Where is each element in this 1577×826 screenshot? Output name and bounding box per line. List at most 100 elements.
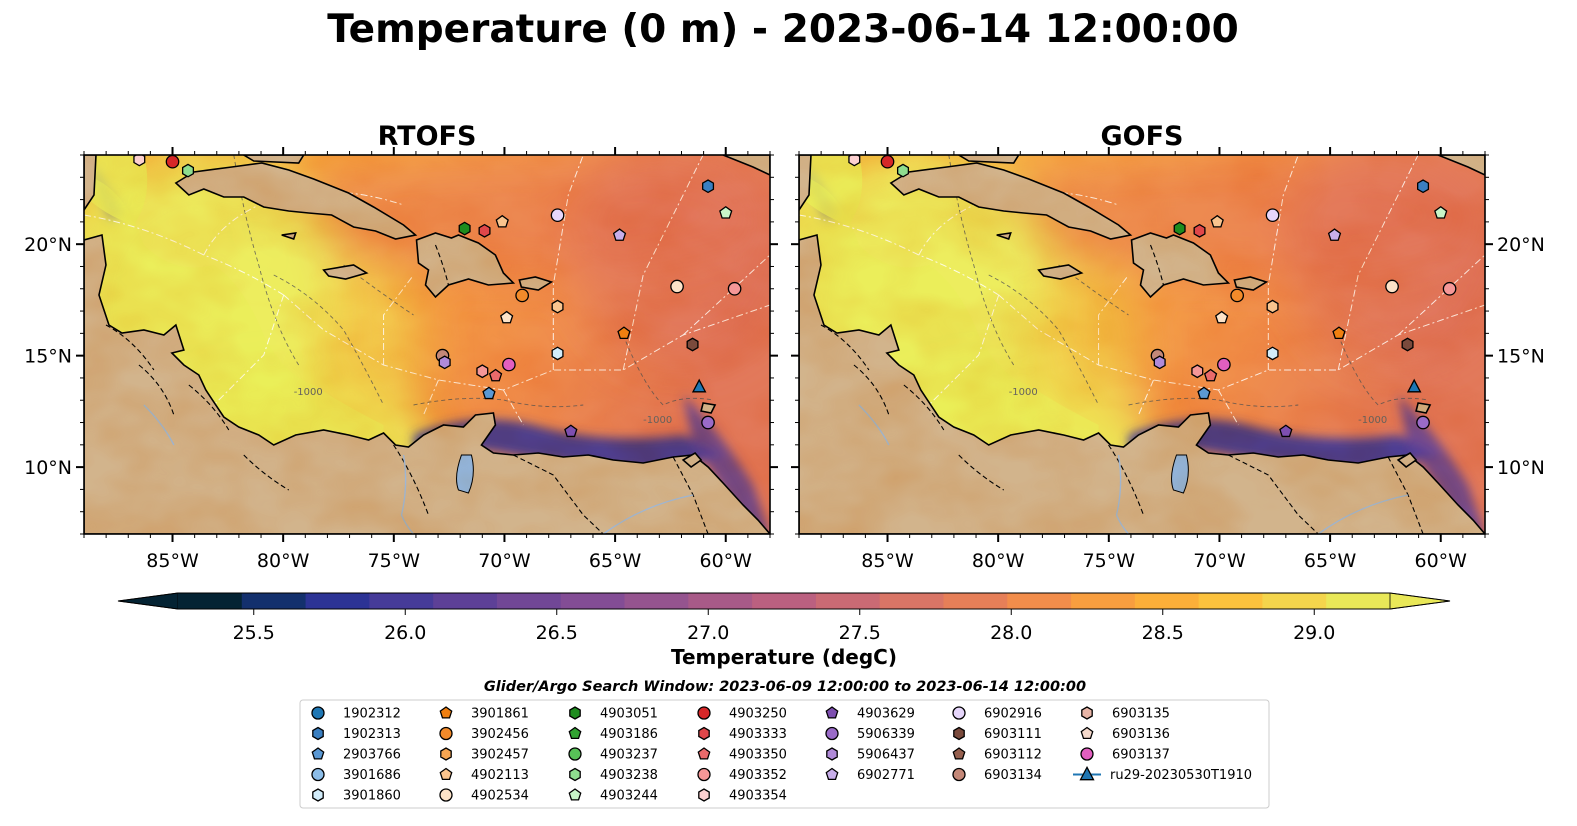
legend-item: 3901860 — [312, 788, 401, 804]
float-marker — [896, 163, 910, 178]
legend-label: 4903244 — [600, 789, 658, 804]
legend-item: 6902771 — [825, 767, 915, 783]
legend-label: 1902313 — [343, 727, 401, 742]
float-marker — [564, 424, 578, 438]
legend-marker — [697, 767, 711, 782]
float-marker — [551, 346, 564, 361]
legend: 1902312 1902313 2903766 3901686 3901860 39018… — [299, 699, 1270, 809]
lat-tick-label: 15°N — [1497, 346, 1545, 368]
legend-label: 4903238 — [600, 768, 658, 783]
map-panel-gofs: GOFS 85°W 80°W 75°W 70°W 65°W 60°W 10°N 15°N 20°N — [791, 121, 1545, 572]
float-marker — [1191, 364, 1204, 379]
lon-tick-label: 70°W — [1193, 550, 1246, 572]
map-frame — [798, 154, 1486, 535]
lon-tick-label: 85°W — [861, 550, 914, 572]
float-marker — [1265, 208, 1280, 223]
colorbar-tick-label: 28.0 — [990, 622, 1032, 644]
colorbar-bin — [1262, 593, 1327, 609]
colorbar-extend-low — [117, 592, 179, 610]
colorbar: 25.5 26.0 26.5 27.0 27.5 28.0 28.5 29.0 Temperat… — [117, 592, 1451, 669]
legend-label: 3901860 — [343, 789, 401, 804]
map-field — [799, 155, 1485, 534]
legend-item: 4903051 — [569, 706, 658, 722]
float-marker — [1434, 205, 1448, 219]
colorbar-bin — [433, 593, 498, 609]
float-marker — [612, 228, 627, 241]
lat-tick-label: 10°N — [24, 457, 72, 479]
float-marker — [181, 163, 195, 178]
float-marker — [1217, 357, 1231, 372]
legend-label: 2903766 — [343, 748, 401, 763]
legend-label: 6903135 — [1112, 707, 1170, 722]
map-panel-rtofs: RTOFS 85°W 80°W 75°W 70°W 65°W 60°W 10°N 15°N 20°… — [24, 121, 778, 572]
legend-marker — [952, 767, 966, 782]
lon-tick-label: 75°W — [368, 550, 421, 572]
legend-label: 4903350 — [729, 748, 787, 763]
figure-title: Temperature (0 m) - 2023-06-14 12:00:00 — [327, 7, 1239, 52]
colorbar-bin — [1198, 593, 1264, 609]
legend-item: 5906339 — [825, 726, 915, 742]
legend-marker — [697, 747, 711, 760]
legend-label: 3901686 — [343, 768, 401, 783]
float-marker — [515, 288, 530, 303]
legend-marker — [311, 767, 325, 782]
lat-tick-label: 10°N — [1497, 457, 1545, 479]
float-marker — [1230, 288, 1245, 303]
colorbar-bin — [496, 593, 562, 609]
float-marker — [133, 155, 146, 167]
lon-tick-label: 70°W — [478, 550, 531, 572]
legend-label: 4903250 — [729, 707, 787, 722]
panel-title: RTOFS — [378, 121, 477, 152]
legend-item: 6903136 — [1080, 726, 1170, 742]
colorbar-label: Temperature (degC) — [671, 645, 897, 669]
lon-tick-label: 65°W — [1304, 550, 1357, 572]
legend-item: 4903629 — [825, 706, 915, 722]
colorbar-bin — [943, 593, 1008, 609]
legend-label: 4903237 — [600, 748, 658, 763]
legend-label: 1902312 — [343, 707, 401, 722]
legend-marker — [569, 767, 581, 782]
colorbar-bin — [815, 593, 881, 609]
float-marker — [1416, 415, 1430, 430]
legend-item: 6903112 — [952, 747, 1042, 763]
legend-marker — [569, 706, 581, 720]
colorbar-bin — [624, 593, 689, 609]
colorbar-tick-label: 27.5 — [839, 622, 881, 644]
lat-tick-label: 20°N — [1497, 234, 1545, 256]
panel-title: GOFS — [1100, 121, 1183, 152]
lon-tick-label: 65°W — [589, 550, 642, 572]
legend-label: 5906339 — [857, 727, 915, 742]
legend-label: 5906437 — [857, 748, 915, 763]
map-field — [84, 155, 770, 534]
legend-item: 6903137 — [1080, 747, 1170, 763]
float-marker — [495, 214, 509, 228]
legend-item: 4902113 — [439, 767, 529, 783]
legend-marker — [1079, 765, 1095, 781]
float-marker — [1327, 228, 1342, 241]
legend-marker — [440, 747, 452, 761]
float-marker — [165, 155, 180, 169]
float-marker — [1266, 299, 1279, 314]
float-marker — [1385, 279, 1399, 294]
legend-marker — [311, 706, 325, 720]
legend-item: 3901861 — [439, 706, 529, 722]
legend-item: 4902534 — [439, 788, 529, 804]
colorbar-bin — [879, 593, 945, 609]
legend-marker — [568, 726, 582, 739]
legend-label: 6903111 — [984, 727, 1042, 742]
lon-tick-label: 60°W — [1415, 550, 1468, 572]
legend-item: 4903244 — [568, 788, 658, 804]
float-marker — [1417, 179, 1430, 194]
colorbar-tick-label: 28.5 — [1142, 622, 1184, 644]
float-marker — [1266, 346, 1279, 361]
legend-label: 6903137 — [1112, 748, 1170, 763]
legend-marker — [825, 767, 839, 780]
legend-label: 3902456 — [471, 727, 529, 742]
lon-tick-label: 85°W — [146, 550, 199, 572]
legend-label: 6902771 — [857, 768, 915, 783]
float-marker — [438, 355, 451, 370]
legend-marker — [439, 767, 453, 780]
legend-marker — [1080, 726, 1094, 739]
lon-tick-label: 75°W — [1083, 550, 1136, 572]
legend-item: 1902313 — [312, 726, 401, 742]
